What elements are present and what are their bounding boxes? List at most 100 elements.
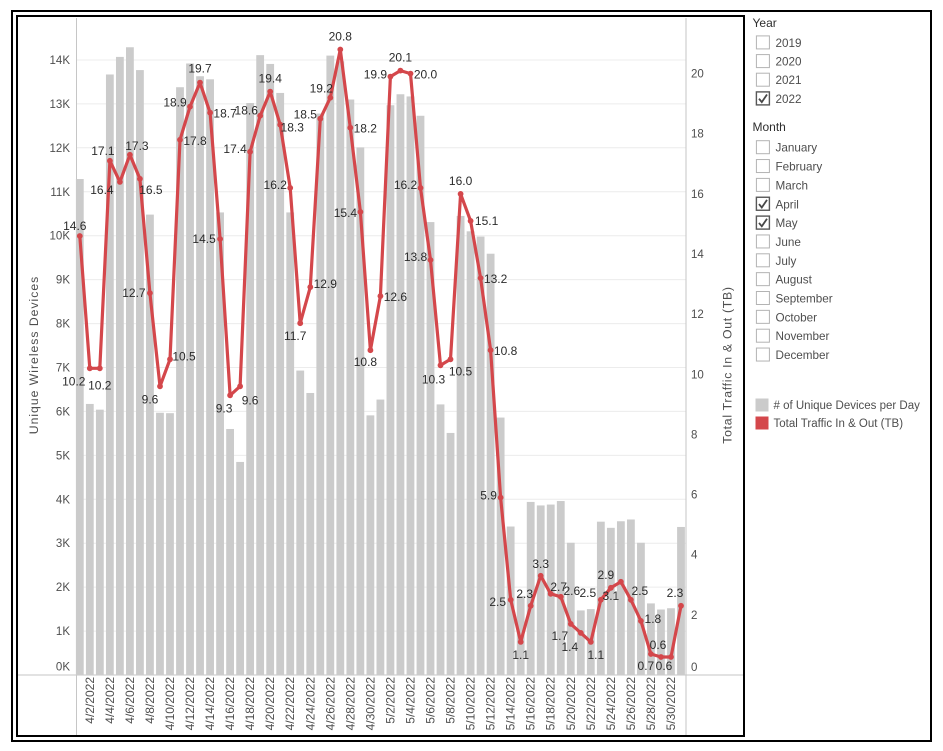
svg-text:2.5: 2.5 (489, 595, 506, 609)
svg-text:12.6: 12.6 (384, 290, 408, 304)
svg-text:April: April (776, 198, 799, 211)
svg-text:13.8: 13.8 (404, 250, 428, 264)
svg-text:2021: 2021 (776, 74, 802, 87)
svg-text:Unique Wireless Devices: Unique Wireless Devices (27, 276, 41, 434)
svg-text:10K: 10K (50, 231, 71, 243)
svg-text:0: 0 (691, 662, 697, 674)
svg-text:17.8: 17.8 (183, 134, 207, 148)
svg-text:March: March (776, 179, 808, 192)
svg-text:4/12/2022: 4/12/2022 (183, 677, 197, 731)
svg-text:June: June (776, 236, 801, 249)
svg-text:5/24/2022: 5/24/2022 (604, 677, 618, 731)
svg-text:12.7: 12.7 (122, 286, 146, 300)
svg-text:15.4: 15.4 (334, 206, 358, 220)
svg-text:20: 20 (691, 69, 704, 81)
svg-text:5/28/2022: 5/28/2022 (644, 677, 658, 731)
svg-text:12K: 12K (50, 143, 71, 155)
svg-text:Year: Year (753, 16, 777, 30)
svg-text:2: 2 (691, 610, 697, 622)
svg-text:Month: Month (753, 120, 786, 134)
svg-text:5/16/2022: 5/16/2022 (524, 677, 538, 731)
svg-text:December: December (776, 349, 830, 362)
svg-text:2.6: 2.6 (563, 584, 580, 598)
svg-text:2019: 2019 (776, 37, 802, 50)
svg-text:14.5: 14.5 (192, 232, 216, 246)
svg-text:3K: 3K (56, 538, 70, 550)
svg-text:20.1: 20.1 (389, 51, 413, 65)
svg-text:4/20/2022: 4/20/2022 (263, 677, 277, 731)
svg-text:5/6/2022: 5/6/2022 (424, 677, 438, 724)
svg-text:12.9: 12.9 (314, 277, 338, 291)
svg-text:1.8: 1.8 (645, 612, 662, 626)
svg-text:17.1: 17.1 (91, 144, 115, 158)
svg-text:0.6: 0.6 (650, 638, 667, 652)
svg-text:1.4: 1.4 (561, 640, 578, 654)
svg-text:14.6: 14.6 (63, 219, 87, 233)
svg-text:5.9: 5.9 (480, 489, 497, 503)
svg-text:19.9: 19.9 (364, 68, 388, 82)
svg-text:13.2: 13.2 (484, 272, 508, 286)
svg-text:4/18/2022: 4/18/2022 (243, 677, 257, 731)
svg-text:16: 16 (691, 189, 704, 201)
svg-text:5/2/2022: 5/2/2022 (383, 677, 397, 724)
svg-text:17.3: 17.3 (125, 139, 149, 153)
svg-text:May: May (776, 217, 798, 230)
svg-text:18.2: 18.2 (354, 122, 378, 136)
svg-text:5/18/2022: 5/18/2022 (544, 677, 558, 731)
svg-text:1K: 1K (56, 626, 70, 638)
svg-text:10.5: 10.5 (449, 364, 473, 378)
svg-text:4/10/2022: 4/10/2022 (163, 677, 177, 731)
svg-text:September: September (776, 293, 833, 306)
svg-text:19.7: 19.7 (188, 62, 212, 76)
svg-text:8: 8 (691, 429, 697, 441)
svg-text:5K: 5K (56, 450, 70, 462)
svg-text:12: 12 (691, 309, 704, 321)
svg-text:9K: 9K (56, 275, 70, 287)
svg-text:November: November (776, 330, 830, 343)
svg-text:0.7: 0.7 (638, 659, 655, 673)
svg-text:19.2: 19.2 (310, 82, 334, 96)
svg-text:5/20/2022: 5/20/2022 (564, 677, 578, 731)
svg-text:18.9: 18.9 (163, 96, 187, 110)
svg-text:16.4: 16.4 (90, 183, 114, 197)
svg-text:January: January (776, 142, 818, 155)
svg-text:2.9: 2.9 (598, 568, 615, 582)
svg-text:16.2: 16.2 (394, 178, 418, 192)
svg-text:10.8: 10.8 (354, 355, 378, 369)
svg-text:3.3: 3.3 (532, 557, 549, 571)
svg-text:13K: 13K (50, 99, 71, 111)
svg-text:18.6: 18.6 (235, 104, 259, 118)
svg-text:19.4: 19.4 (259, 72, 283, 86)
svg-text:August: August (776, 274, 813, 287)
svg-text:4/4/2022: 4/4/2022 (103, 677, 117, 724)
svg-text:2.5: 2.5 (579, 586, 596, 600)
svg-text:4K: 4K (56, 494, 70, 506)
svg-text:Total Traffic In & Out (TB): Total Traffic In & Out (TB) (774, 418, 904, 430)
svg-text:10.5: 10.5 (172, 349, 196, 363)
svg-text:4: 4 (691, 550, 698, 562)
svg-text:1.1: 1.1 (512, 648, 529, 662)
svg-text:4/14/2022: 4/14/2022 (203, 677, 217, 731)
svg-text:8K: 8K (56, 319, 70, 331)
svg-text:10.8: 10.8 (494, 344, 518, 358)
svg-text:5/14/2022: 5/14/2022 (504, 677, 518, 731)
svg-text:2.3: 2.3 (516, 587, 533, 601)
svg-text:14K: 14K (50, 55, 71, 67)
svg-text:4/16/2022: 4/16/2022 (223, 677, 237, 731)
svg-text:10.3: 10.3 (422, 372, 446, 386)
svg-text:2.3: 2.3 (667, 586, 684, 600)
svg-text:4/28/2022: 4/28/2022 (343, 677, 357, 731)
svg-text:Total Traffic In & Out (TB): Total Traffic In & Out (TB) (721, 286, 735, 443)
svg-text:1.1: 1.1 (587, 648, 604, 662)
svg-text:4/2/2022: 4/2/2022 (83, 677, 97, 724)
svg-text:10.2: 10.2 (62, 374, 86, 388)
svg-text:October: October (776, 311, 818, 324)
svg-text:10.2: 10.2 (88, 378, 112, 392)
svg-text:3.1: 3.1 (603, 589, 620, 603)
svg-text:11.7: 11.7 (284, 329, 307, 343)
svg-text:5/22/2022: 5/22/2022 (584, 677, 598, 731)
svg-text:5/12/2022: 5/12/2022 (484, 677, 498, 731)
svg-text:4/8/2022: 4/8/2022 (143, 677, 157, 724)
svg-text:6K: 6K (56, 406, 70, 418)
svg-text:2020: 2020 (776, 56, 803, 69)
